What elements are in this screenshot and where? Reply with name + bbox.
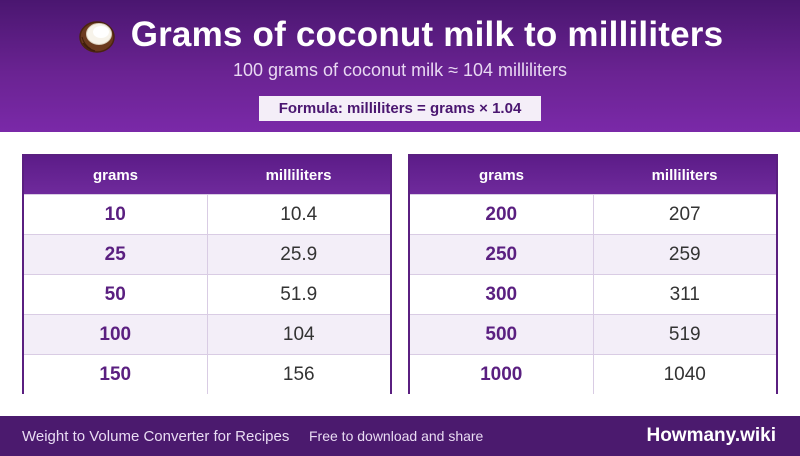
coconut-icon <box>78 21 115 53</box>
grams-cell: 300 <box>410 275 594 314</box>
table-row: 25 25.9 <box>24 234 390 274</box>
milliliters-cell: 156 <box>282 363 315 385</box>
table-row: 50 51.9 <box>24 274 390 314</box>
column-header-grams: grams <box>478 166 525 184</box>
grams-cell: 10 <box>24 195 208 234</box>
grams-cell: 50 <box>24 275 208 314</box>
table-row: 200 207 <box>410 194 776 234</box>
milliliters-cell: 1040 <box>663 363 706 385</box>
milliliters-cell: 104 <box>282 323 315 345</box>
table-row: 250 259 <box>410 234 776 274</box>
milliliters-cell: 259 <box>668 243 701 265</box>
milliliters-cell: 10.4 <box>280 203 318 225</box>
table-row: 10 10.4 <box>24 194 390 234</box>
table-row: 1000 1040 <box>410 354 776 394</box>
table-header: grams milliliters <box>410 156 776 194</box>
grams-cell: 150 <box>24 355 208 394</box>
grams-cell: 25 <box>24 235 208 274</box>
table-body: 200 207 250 259 300 311 500 519 1000 104… <box>410 194 776 394</box>
conversion-table-left: grams milliliters 10 10.4 25 25.9 50 51.… <box>22 154 392 394</box>
table-row: 100 104 <box>24 314 390 354</box>
table-row: 300 311 <box>410 274 776 314</box>
grams-cell: 100 <box>24 315 208 354</box>
milliliters-cell: 207 <box>668 203 701 225</box>
column-header-milliliters: milliliters <box>265 166 332 184</box>
grams-cell: 500 <box>410 315 594 354</box>
milliliters-cell: 25.9 <box>280 243 318 265</box>
footer-bar: Weight to Volume Converter for Recipes F… <box>0 416 800 456</box>
page-subtitle: 100 grams of coconut milk ≈ 104 millilit… <box>232 60 567 80</box>
grams-cell: 1000 <box>410 355 594 394</box>
milliliters-cell: 519 <box>668 323 701 345</box>
table-header: grams milliliters <box>24 156 390 194</box>
page-title: Grams of coconut milk to milliliters <box>130 15 724 54</box>
table-body: 10 10.4 25 25.9 50 51.9 100 104 150 156 <box>24 194 390 394</box>
milliliters-cell: 311 <box>669 283 700 305</box>
column-header-milliliters: milliliters <box>651 166 718 184</box>
footer-note: Free to download and share <box>309 428 484 444</box>
title-row: Grams of coconut milk to milliliters <box>0 14 800 56</box>
grams-cell: 250 <box>410 235 594 274</box>
brand-link[interactable]: Howmany.wiki <box>646 425 776 446</box>
column-header-grams: grams <box>92 166 139 184</box>
formula-badge: Formula: milliliters = grams × 1.04 <box>259 96 541 121</box>
table-row: 150 156 <box>24 354 390 394</box>
grams-cell: 200 <box>410 195 594 234</box>
header-banner: Grams of coconut milk to milliliters 100… <box>0 0 800 132</box>
milliliters-cell: 51.9 <box>280 283 318 305</box>
footer-tagline: Weight to Volume Converter for Recipes <box>22 427 290 445</box>
table-row: 500 519 <box>410 314 776 354</box>
conversion-table-right: grams milliliters 200 207 250 259 300 31… <box>408 154 778 394</box>
